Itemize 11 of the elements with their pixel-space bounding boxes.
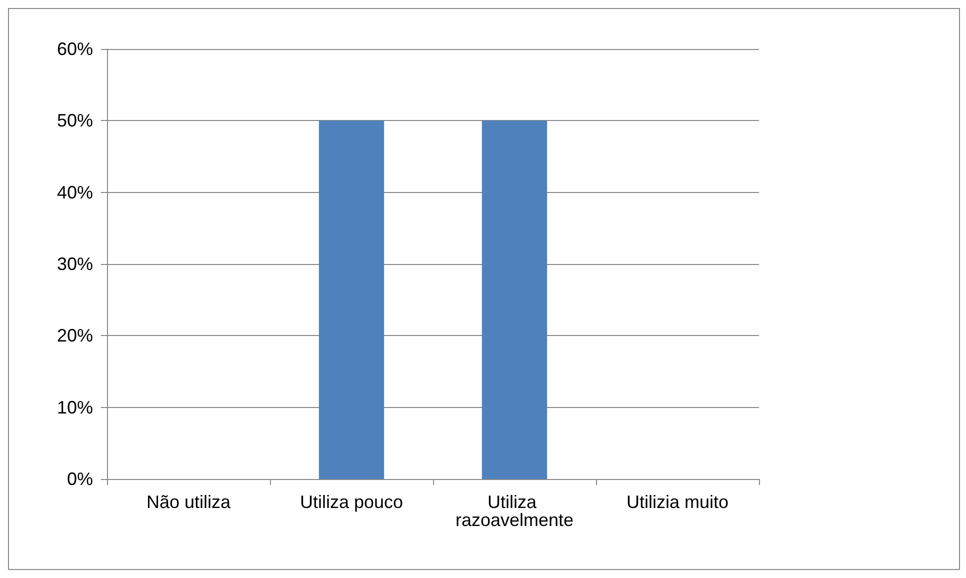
y-tick-label: 0% (66, 469, 93, 489)
y-tick-label: 20% (56, 326, 93, 346)
y-tick-label: 50% (56, 110, 93, 131)
y-tick-label: 40% (56, 182, 93, 202)
y-tick-label: 60% (56, 39, 93, 59)
x-tick-label: Utiliza razoavelmente (455, 492, 574, 530)
y-tick-label: 10% (56, 397, 93, 418)
y-tick-label: 30% (56, 254, 93, 274)
x-tick-label: Utilizia muito (626, 492, 729, 512)
x-tick-label: Não utiliza (146, 492, 232, 512)
x-tick-label: Utiliza pouco (300, 492, 404, 512)
